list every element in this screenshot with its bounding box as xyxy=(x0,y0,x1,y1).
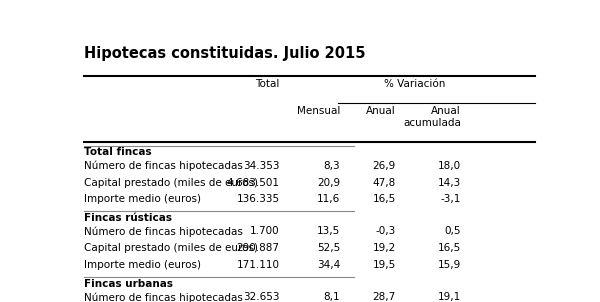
Text: 52,5: 52,5 xyxy=(317,243,340,253)
Text: 34,4: 34,4 xyxy=(317,260,340,270)
Text: 19,1: 19,1 xyxy=(438,292,461,302)
Text: Anual: Anual xyxy=(366,106,396,116)
Text: % Variación: % Variación xyxy=(384,79,445,89)
Text: 47,8: 47,8 xyxy=(373,178,396,188)
Text: 4.683.501: 4.683.501 xyxy=(227,178,280,188)
Text: 16,5: 16,5 xyxy=(438,243,461,253)
Text: Mensual: Mensual xyxy=(296,106,340,116)
Text: Anual
acumulada: Anual acumulada xyxy=(403,106,461,128)
Text: 19,2: 19,2 xyxy=(373,243,396,253)
Text: -3,1: -3,1 xyxy=(440,194,461,204)
Text: Número de fincas hipotecadas: Número de fincas hipotecadas xyxy=(84,161,243,171)
Text: 18,0: 18,0 xyxy=(438,161,461,171)
Text: 15,9: 15,9 xyxy=(438,260,461,270)
Text: 8,3: 8,3 xyxy=(323,161,340,171)
Text: 14,3: 14,3 xyxy=(438,178,461,188)
Text: Total: Total xyxy=(255,79,280,89)
Text: 171.110: 171.110 xyxy=(236,260,280,270)
Text: 8,1: 8,1 xyxy=(323,292,340,302)
Text: 290.887: 290.887 xyxy=(236,243,280,253)
Text: Hipotecas constituidas. Julio 2015: Hipotecas constituidas. Julio 2015 xyxy=(84,46,366,60)
Text: Fincas urbanas: Fincas urbanas xyxy=(84,278,173,288)
Text: Importe medio (euros): Importe medio (euros) xyxy=(84,194,202,204)
Text: 20,9: 20,9 xyxy=(317,178,340,188)
Text: 26,9: 26,9 xyxy=(373,161,396,171)
Text: Capital prestado (miles de euros): Capital prestado (miles de euros) xyxy=(84,178,259,188)
Text: 32.653: 32.653 xyxy=(243,292,280,302)
Text: Número de fincas hipotecadas: Número de fincas hipotecadas xyxy=(84,292,243,302)
Text: Total fincas: Total fincas xyxy=(84,147,152,157)
Text: 13,5: 13,5 xyxy=(317,226,340,236)
Text: 11,6: 11,6 xyxy=(317,194,340,204)
Text: Fincas rústicas: Fincas rústicas xyxy=(84,213,172,223)
Text: Capital prestado (miles de euros): Capital prestado (miles de euros) xyxy=(84,243,259,253)
Text: 136.335: 136.335 xyxy=(236,194,280,204)
Text: 28,7: 28,7 xyxy=(373,292,396,302)
Text: 1.700: 1.700 xyxy=(250,226,280,236)
Text: 16,5: 16,5 xyxy=(373,194,396,204)
Text: 34.353: 34.353 xyxy=(243,161,280,171)
Text: -0,3: -0,3 xyxy=(376,226,396,236)
Text: 19,5: 19,5 xyxy=(373,260,396,270)
Text: Número de fincas hipotecadas: Número de fincas hipotecadas xyxy=(84,226,243,237)
Text: 0,5: 0,5 xyxy=(445,226,461,236)
Text: Importe medio (euros): Importe medio (euros) xyxy=(84,260,202,270)
